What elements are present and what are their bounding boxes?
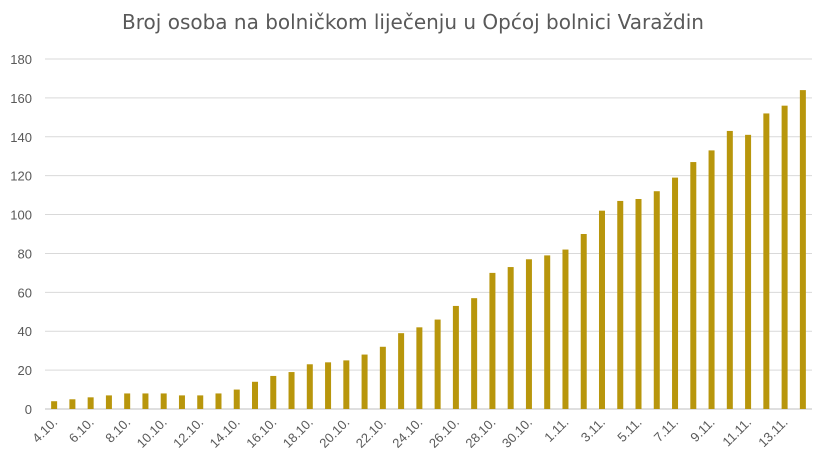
bar (288, 372, 295, 409)
bar (598, 210, 605, 409)
y-tick-label: 120 (10, 169, 32, 184)
chart-title: Broj osoba na bolničkom liječenju u Općo… (122, 10, 704, 34)
bar (434, 319, 441, 409)
bar (233, 389, 240, 409)
bar (69, 399, 76, 409)
bar (726, 130, 733, 409)
x-tick-label: 5.11. (614, 415, 644, 445)
x-tick-label: 3.11. (578, 415, 608, 445)
bar (544, 255, 551, 409)
bar (215, 393, 222, 409)
x-tick-label: 22.10. (353, 415, 389, 451)
y-tick-label: 0 (25, 402, 32, 417)
x-tick-label: 6.10. (66, 415, 97, 446)
bar (197, 395, 204, 409)
x-tick-label: 26.10. (426, 415, 462, 451)
x-tick-label: 28.10. (462, 415, 498, 451)
bar (672, 177, 679, 409)
x-tick-label: 16.10. (243, 415, 279, 451)
y-tick-label: 60 (18, 285, 32, 300)
bar (178, 395, 185, 409)
bar (398, 333, 405, 409)
bar (471, 298, 478, 409)
bar (489, 272, 496, 409)
x-tick-label: 11.11. (719, 415, 754, 450)
bar (252, 381, 259, 409)
bar (745, 134, 752, 409)
bar (690, 162, 697, 409)
bar (379, 346, 386, 409)
bar (270, 375, 277, 409)
bar (416, 327, 423, 409)
bar (562, 249, 569, 409)
x-tick-label: 30.10. (499, 415, 535, 451)
bar (361, 354, 368, 409)
y-tick-label: 40 (18, 324, 32, 339)
x-tick-label: 20.10. (316, 415, 352, 451)
bar (325, 362, 332, 409)
bar (781, 105, 788, 410)
x-tick-label: 13.11. (755, 415, 790, 450)
y-tick-label: 80 (18, 246, 32, 261)
bar (708, 150, 715, 409)
x-tick-label: 10.10. (134, 415, 170, 451)
bar (306, 364, 313, 409)
y-tick-label: 100 (10, 208, 32, 223)
x-tick-label: 14.10. (207, 415, 243, 451)
bar (160, 393, 167, 409)
bar (617, 200, 624, 409)
x-tick-label: 18.10. (280, 415, 316, 451)
bar (452, 305, 459, 409)
bar (343, 360, 350, 409)
bar (51, 401, 58, 409)
x-tick-label: 1.11. (541, 415, 571, 445)
bar (799, 90, 806, 410)
bar (124, 393, 131, 409)
bar (507, 267, 514, 409)
x-tick-label: 4.10. (29, 415, 60, 446)
bar (87, 397, 94, 409)
y-tick-label: 20 (18, 363, 32, 378)
x-tick-label: 24.10. (389, 415, 425, 451)
y-tick-label: 140 (10, 130, 32, 145)
x-tick-label: 8.10. (102, 415, 133, 446)
bar (105, 395, 112, 409)
bar (525, 259, 532, 409)
x-tick-label: 7.11. (651, 415, 681, 445)
x-tick-label: 12.10. (170, 415, 206, 451)
bar (653, 191, 660, 409)
x-tick-label: 9.11. (687, 415, 717, 445)
bar (763, 113, 770, 409)
bar (580, 234, 587, 409)
y-tick-label: 160 (10, 91, 32, 106)
bar (142, 393, 149, 409)
bar (635, 199, 642, 409)
y-tick-label: 180 (10, 52, 32, 67)
